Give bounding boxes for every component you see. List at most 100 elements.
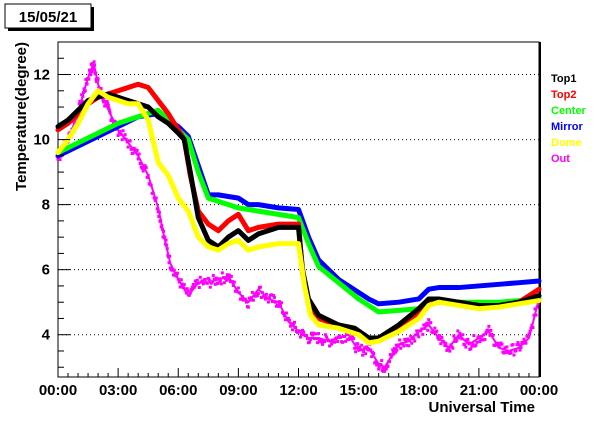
out-point bbox=[314, 332, 318, 336]
x-tick-label: 00:00 bbox=[520, 382, 558, 399]
y-tick-label: 10 bbox=[33, 132, 50, 149]
out-point bbox=[474, 343, 478, 347]
out-point bbox=[509, 350, 513, 354]
legend-entry-mirror: Mirror bbox=[551, 121, 584, 133]
out-point bbox=[218, 279, 222, 283]
out-point bbox=[406, 337, 410, 341]
x-tick-label: 09:00 bbox=[219, 382, 257, 399]
out-point bbox=[116, 133, 120, 137]
out-point bbox=[351, 334, 355, 338]
y-tick-label: 12 bbox=[33, 67, 50, 84]
out-point bbox=[459, 333, 463, 337]
out-point bbox=[56, 157, 60, 161]
out-point bbox=[353, 346, 357, 350]
out-point bbox=[394, 350, 398, 354]
out-point bbox=[503, 346, 507, 350]
y-tick-labels: 4 6 8 10 12 bbox=[33, 67, 50, 344]
out-point bbox=[183, 287, 187, 291]
out-point bbox=[193, 279, 197, 283]
out-point bbox=[391, 348, 395, 352]
out-point bbox=[121, 129, 125, 133]
out-point bbox=[386, 365, 390, 369]
out-point bbox=[101, 100, 105, 104]
out-point bbox=[213, 282, 217, 286]
x-tick-label: 15:00 bbox=[339, 382, 377, 399]
out-point bbox=[167, 261, 171, 265]
out-point bbox=[305, 333, 309, 337]
out-point bbox=[317, 332, 321, 336]
out-point bbox=[422, 323, 426, 327]
out-point bbox=[514, 349, 518, 353]
out-point bbox=[384, 367, 388, 371]
out-point bbox=[308, 340, 312, 344]
out-point bbox=[83, 89, 87, 93]
out-point bbox=[344, 339, 348, 343]
out-point bbox=[471, 342, 475, 346]
date-label: 15/05/21 bbox=[19, 9, 77, 26]
out-point bbox=[398, 338, 402, 342]
out-point bbox=[263, 297, 267, 301]
series-line-top1 bbox=[55, 91, 542, 341]
out-point bbox=[251, 298, 255, 302]
out-point bbox=[279, 301, 283, 305]
out-point bbox=[443, 344, 447, 348]
x-tick-label: 12:00 bbox=[279, 382, 317, 399]
out-point bbox=[481, 338, 485, 342]
out-point bbox=[445, 348, 449, 352]
out-point bbox=[438, 334, 442, 338]
out-point bbox=[311, 333, 315, 337]
out-point bbox=[477, 335, 481, 339]
out-point bbox=[198, 275, 202, 279]
out-point bbox=[448, 349, 452, 353]
out-point bbox=[515, 343, 519, 347]
out-point bbox=[92, 60, 96, 64]
out-point bbox=[266, 300, 270, 304]
series-line-dome bbox=[55, 88, 542, 346]
out-point bbox=[190, 285, 194, 289]
out-point bbox=[309, 337, 313, 341]
out-point bbox=[89, 73, 93, 77]
out-point bbox=[456, 329, 460, 333]
out-point bbox=[90, 70, 94, 74]
legend-entry-center: Center bbox=[551, 105, 587, 117]
out-point bbox=[407, 344, 411, 348]
out-point bbox=[306, 337, 310, 341]
out-point bbox=[247, 296, 251, 300]
out-point bbox=[526, 334, 530, 338]
out-point bbox=[516, 341, 520, 345]
out-point bbox=[487, 324, 491, 328]
out-point bbox=[284, 311, 288, 315]
out-point bbox=[511, 343, 515, 347]
out-point bbox=[133, 148, 137, 152]
out-point bbox=[472, 334, 476, 338]
out-point bbox=[402, 344, 406, 348]
out-point bbox=[517, 343, 521, 347]
out-point bbox=[364, 352, 368, 356]
out-point bbox=[452, 334, 456, 338]
out-point bbox=[220, 271, 224, 275]
tick-layer bbox=[57, 41, 540, 377]
out-point bbox=[222, 281, 226, 285]
out-point bbox=[469, 347, 473, 351]
out-point bbox=[435, 329, 439, 333]
out-point bbox=[136, 157, 140, 161]
out-point bbox=[444, 341, 448, 345]
out-point bbox=[58, 158, 62, 162]
out-point bbox=[518, 348, 522, 352]
out-point bbox=[354, 350, 358, 354]
out-point bbox=[399, 346, 403, 350]
out-point bbox=[200, 279, 204, 283]
out-point bbox=[416, 332, 420, 336]
out-point bbox=[87, 68, 91, 72]
out-point bbox=[225, 273, 229, 277]
out-point bbox=[479, 337, 483, 341]
out-point bbox=[178, 285, 182, 289]
out-point bbox=[333, 340, 337, 344]
out-point bbox=[228, 280, 232, 284]
out-point bbox=[246, 305, 250, 309]
out-point bbox=[197, 286, 201, 290]
out-point bbox=[258, 285, 262, 289]
out-point bbox=[409, 334, 413, 338]
out-point bbox=[458, 331, 462, 335]
